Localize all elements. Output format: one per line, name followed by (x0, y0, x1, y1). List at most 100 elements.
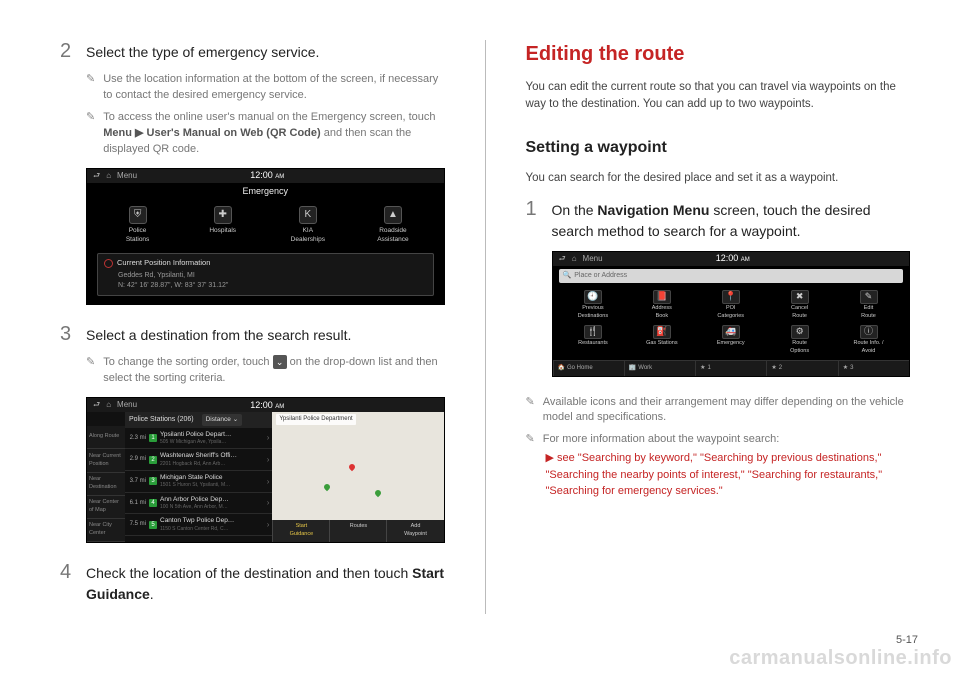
search-box: 🔍 Place or Address (559, 269, 904, 283)
step-3-note: To change the sorting order, touch ⌄ on … (86, 355, 445, 387)
nav-menu-item: 🕘PreviousDestinations (559, 288, 628, 323)
home-icon: ⌂ (572, 253, 577, 265)
right-column: Editing the route You can edit the curre… (526, 40, 911, 614)
nav-menu-item: ⚙RouteOptions (765, 323, 834, 358)
pencil-icon (86, 355, 95, 387)
nav-bottom-item: ★2 (766, 361, 837, 376)
nav-bottom-item: 🏢Work (624, 361, 695, 376)
position-pin-icon (104, 259, 113, 268)
filter-tab: Near Destination (87, 473, 125, 496)
nav-menu-item: ⓘRoute Info. /Avoid (834, 323, 903, 358)
clock: 12:00 AM (250, 169, 284, 182)
sort-dropdown: Distance ⌄ (202, 414, 243, 425)
nav-menu-item: 📕AddressBook (627, 288, 696, 323)
nav-menu-item: 🍴Restaurants (559, 323, 628, 358)
pencil-icon (526, 395, 535, 427)
note-text: For more information about the waypoint … (543, 432, 780, 448)
emergency-category-icon: ▲RoadsideAssistance (350, 206, 435, 245)
filter-tab: Along Route (87, 426, 125, 449)
column-divider (485, 40, 486, 614)
map-pin-icon (322, 482, 330, 490)
note-text: Use the location information at the bott… (103, 72, 444, 104)
nav-menu-item: ⛽Gas Stations (627, 323, 696, 358)
intro-paragraph: You can edit the current route so that y… (526, 79, 911, 112)
emergency-category-icon: ✚Hospitals (180, 206, 265, 245)
home-icon: ⌂ (106, 170, 111, 182)
menu-label: Menu (583, 253, 603, 265)
map-pin-icon (348, 463, 356, 471)
emergency-screen: ⮐ ⌂ Menu 12:00 AM Emergency ⛨PoliceStati… (86, 168, 445, 305)
step-1-text: On the Navigation Menu screen, touch the… (552, 198, 911, 241)
step-4-text: Check the location of the destination an… (86, 561, 445, 604)
pencil-icon (86, 72, 95, 104)
right-note-1: Available icons and their arrangement ma… (526, 395, 911, 427)
nav-menu-grid: 🕘PreviousDestinations📕AddressBook📍POICat… (553, 286, 910, 360)
nav-menu-item: ✎EditRoute (834, 288, 903, 323)
screen-topbar: ⮐ ⌂ Menu 12:00 AM (87, 398, 444, 412)
step-2-number: 2 (60, 40, 76, 62)
note-text: To access the online user's manual on th… (103, 110, 444, 158)
emergency-category-icon: ⛨PoliceStations (95, 206, 180, 245)
map-action-buttons: StartGuidanceRoutesAddWaypoint (272, 520, 443, 542)
map-selected-label: Ypsilanti Police Department (276, 414, 355, 425)
results-list: 2.3 mi1Ypsilanti Police Depart…505 W Mic… (125, 428, 272, 543)
result-row: 7.5 mi5Canton Twp Police Dep…1150 S Cant… (125, 514, 272, 536)
navigation-menu-screen: ⮐ ⌂ Menu 12:00 AM 🔍 Place or Address 🕘Pr… (552, 251, 911, 377)
position-coords: N: 42° 16' 28.87", W: 83° 37' 31.12" (118, 281, 427, 291)
step-1: 1 On the Navigation Menu screen, touch t… (526, 198, 911, 241)
nav-bottom-item: ★3 (838, 361, 909, 376)
watermark: carmanualsonline.info (729, 644, 952, 673)
left-column: 2 Select the type of emergency service. … (60, 40, 445, 614)
subsection-intro: You can search for the desired place and… (526, 170, 911, 187)
screen-topbar: ⮐ ⌂ Menu 12:00 AM (87, 169, 444, 183)
pencil-icon (86, 110, 95, 158)
result-row: 6.1 mi4Ann Arbor Police Dep…100 N 5th Av… (125, 493, 272, 515)
map-preview: Ypsilanti Police Department StartGuidanc… (272, 412, 443, 542)
nav-menu-item: 📍POICategories (696, 288, 765, 323)
see-also-links: ▶ see "Searching by keyword," "Searching… (546, 450, 911, 500)
result-row: 2.9 mi2Washtenaw Sheriff's Offi…2201 Hog… (125, 449, 272, 471)
step-3-number: 3 (60, 323, 76, 345)
result-row: 2.3 mi1Ypsilanti Police Depart…505 W Mic… (125, 428, 272, 450)
nav-bottom-item: 🏠Go Home (553, 361, 624, 376)
map-pin-icon (374, 489, 382, 497)
filter-tabs: Along RouteNear Current PositionNear Des… (87, 426, 125, 542)
search-result-screen: ⮐ ⌂ Menu 12:00 AM Along RouteNear Curren… (86, 397, 445, 543)
screen-topbar: ⮐ ⌂ Menu 12:00 AM (553, 252, 910, 266)
nav-menu-item: ✖CancelRoute (765, 288, 834, 323)
filter-tab: Near Center of Map (87, 496, 125, 519)
position-address: Geddes Rd, Ypsilanti, MI (118, 271, 427, 281)
chevron-down-icon: ⌄ (273, 355, 287, 369)
step-2-note-1: Use the location information at the bott… (86, 72, 445, 104)
current-position-box: Current Position Information Geddes Rd, … (97, 253, 434, 296)
step-3-text: Select a destination from the search res… (86, 323, 351, 345)
step-4: 4 Check the location of the destination … (60, 561, 445, 604)
home-icon: ⌂ (106, 399, 111, 411)
menu-label: Menu (117, 170, 137, 182)
nav-bottom-item: ★1 (695, 361, 766, 376)
result-row: 3.7 mi3Michigan State Police1501 S Huron… (125, 471, 272, 493)
right-note-2: For more information about the waypoint … (526, 432, 911, 448)
section-heading: Editing the route (526, 40, 911, 69)
back-icon: ⮐ (559, 253, 566, 265)
emergency-icon-row: ⛨PoliceStations✚HospitalsKKIADealerships… (87, 200, 444, 249)
clock: 12:00 AM (716, 252, 750, 265)
step-2-note-2: To access the online user's manual on th… (86, 110, 445, 158)
step-2: 2 Select the type of emergency service. (60, 40, 445, 62)
screen-title: Emergency (87, 183, 444, 200)
step-1-number: 1 (526, 198, 542, 241)
note-text: To change the sorting order, touch ⌄ on … (103, 355, 444, 387)
pencil-icon (526, 432, 535, 448)
nav-menu-item: 🚑Emergency (696, 323, 765, 358)
subsection-heading: Setting a waypoint (526, 136, 911, 159)
map-action-button: AddWaypoint (386, 520, 443, 542)
map-action-button: Routes (329, 520, 386, 542)
note-text: Available icons and their arrangement ma… (543, 395, 910, 427)
emergency-category-icon: KKIADealerships (265, 206, 350, 245)
step-3: 3 Select a destination from the search r… (60, 323, 445, 345)
step-2-text: Select the type of emergency service. (86, 40, 319, 62)
back-icon: ⮐ (93, 399, 100, 411)
filter-tab: Near City Center (87, 519, 125, 542)
results-header: Police Stations (206) Distance ⌄ (125, 412, 272, 427)
map-action-button: StartGuidance (272, 520, 329, 542)
